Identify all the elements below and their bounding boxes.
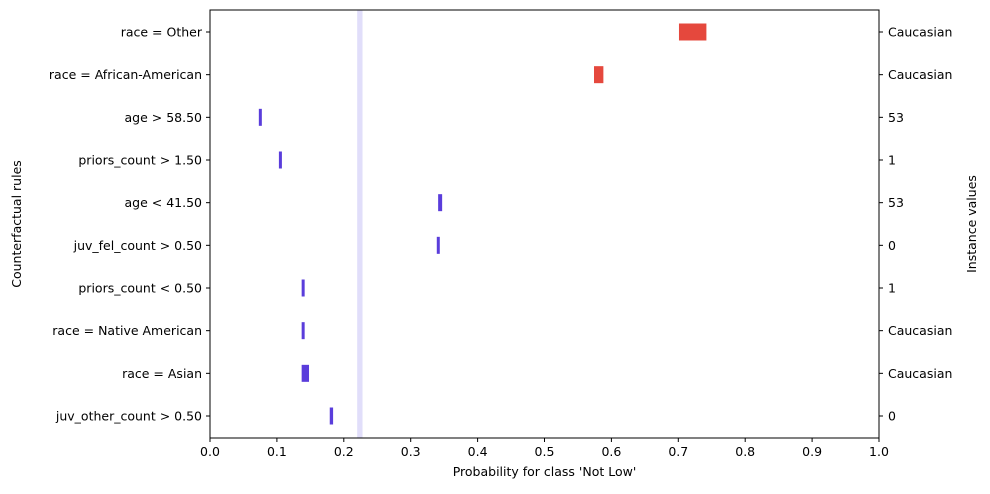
rule-label: age < 41.50: [125, 195, 203, 210]
rule-bar: [438, 194, 443, 212]
x-tick-label: 0.9: [802, 444, 822, 459]
instance-value: 53: [888, 195, 904, 210]
x-tick-label: 0.5: [535, 444, 555, 459]
x-tick-label: 0.3: [401, 444, 421, 459]
rule-label: priors_count > 1.50: [78, 153, 202, 168]
rule-label: juv_other_count > 0.50: [55, 409, 202, 424]
right-axis-label: Instance values: [964, 175, 979, 273]
instance-value: 1: [888, 153, 896, 168]
instance-value: Caucasian: [888, 366, 952, 381]
rule-label: race = African-American: [49, 67, 202, 82]
reference-band: [357, 10, 363, 438]
instance-value: 1: [888, 281, 896, 296]
instance-value: Caucasian: [888, 67, 952, 82]
y-axis-label: Counterfactual rules: [9, 160, 24, 288]
x-tick-label: 0.6: [601, 444, 621, 459]
rule-bar: [278, 151, 282, 169]
x-tick-label: 0.4: [468, 444, 488, 459]
rule-label: race = Other: [121, 25, 203, 40]
rule-label: juv_fel_count > 0.50: [73, 238, 202, 253]
rule-bar: [594, 66, 604, 84]
rule-bar: [678, 23, 707, 41]
instance-value: 0: [888, 409, 896, 424]
rule-label: race = Asian: [122, 366, 202, 381]
instance-value: Caucasian: [888, 323, 952, 338]
rule-label: age > 58.50: [125, 110, 203, 125]
rule-bar: [301, 364, 310, 382]
rule-label: race = Native American: [52, 323, 202, 338]
instance-value: 53: [888, 110, 904, 125]
rule-label: priors_count < 0.50: [78, 281, 202, 296]
x-tick-label: 0.0: [200, 444, 220, 459]
rule-bar: [301, 322, 305, 340]
x-tick-label: 0.7: [668, 444, 688, 459]
x-tick-label: 0.8: [735, 444, 755, 459]
x-axis-label: Probability for class 'Not Low': [453, 464, 637, 479]
rule-bar: [436, 236, 440, 254]
rule-bar: [258, 108, 262, 126]
x-tick-label: 1.0: [869, 444, 889, 459]
rule-bar: [329, 407, 334, 425]
rule-bar: [301, 279, 305, 297]
instance-value: 0: [888, 238, 896, 253]
x-tick-label: 0.1: [267, 444, 287, 459]
x-tick-label: 0.2: [334, 444, 354, 459]
instance-value: Caucasian: [888, 25, 952, 40]
